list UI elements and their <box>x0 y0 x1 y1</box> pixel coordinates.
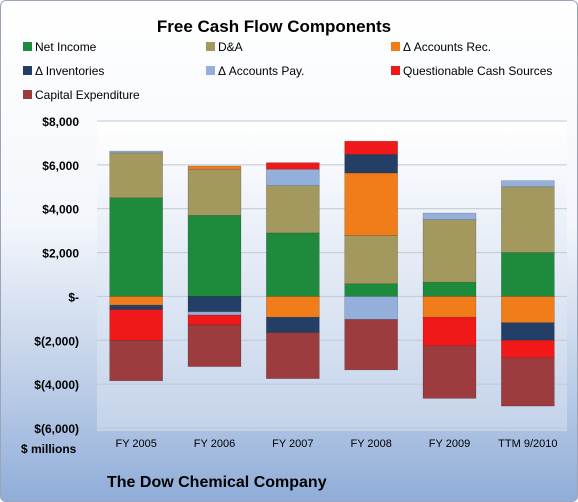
x-category-label: FY 2005 <box>115 438 156 450</box>
legend-label-inventories: Δ Inventories <box>35 64 104 78</box>
legend-swatch-inventories <box>23 66 32 75</box>
bar-accounts-rec-fy-2007 <box>266 296 320 318</box>
chart-title: Free Cash Flow Components <box>157 17 391 36</box>
bar-capital-expenditure-fy-2009 <box>422 345 477 399</box>
legend-label-accounts-pay: Δ Accounts Pay. <box>218 64 305 78</box>
bar-d-a-ttm-9-2010 <box>501 186 555 253</box>
bar-d-a-fy-2006 <box>187 168 242 216</box>
legend: Net Income D&A Δ Accounts Rec. Δ Inventorie… <box>23 40 552 102</box>
y-tick-label: $- <box>68 290 79 304</box>
bar-questionable-cash-sources-fy-2008 <box>344 140 398 155</box>
x-category-label: FY 2007 <box>272 438 313 450</box>
bar-inventories-fy-2005 <box>109 304 163 310</box>
y-tick-label: $4,000 <box>42 203 79 217</box>
legend-swatch-d-a <box>206 42 215 51</box>
bar-net-income-fy-2006 <box>187 214 242 297</box>
bar-accounts-pay-ttm-9-2010 <box>501 180 555 188</box>
bar-accounts-rec-fy-2005 <box>109 296 163 306</box>
bar-d-a-fy-2008 <box>344 235 398 285</box>
bar-capital-expenditure-ttm-9-2010 <box>501 357 555 407</box>
legend-swatch-net-income <box>23 42 32 51</box>
bar-capital-expenditure-fy-2008 <box>344 319 398 371</box>
bar-d-a-fy-2005 <box>109 152 163 199</box>
y-tick-label: $6,000 <box>42 159 79 173</box>
bar-accounts-pay-fy-2007 <box>266 168 320 186</box>
legend-label-net-income: Net Income <box>35 40 97 54</box>
legend-swatch-capital-expenditure <box>23 90 32 99</box>
bar-accounts-rec-fy-2008 <box>344 172 398 236</box>
bar-accounts-rec-fy-2009 <box>422 296 477 318</box>
legend-label-accounts-rec: Δ Accounts Rec. <box>403 40 491 54</box>
bar-questionable-cash-sources-fy-2005 <box>109 309 163 341</box>
bar-accounts-rec-ttm-9-2010 <box>501 296 555 324</box>
bar-questionable-cash-sources-fy-2007 <box>266 162 320 170</box>
x-category-label: FY 2006 <box>194 438 235 450</box>
grid-lines <box>97 120 567 429</box>
bar-inventories-fy-2008 <box>344 154 398 174</box>
bar-questionable-cash-sources-ttm-9-2010 <box>501 339 555 359</box>
y-tick-label: $(6,000) <box>34 422 79 436</box>
y-tick-label: $(4,000) <box>34 378 79 392</box>
bar-inventories-fy-2007 <box>266 316 320 333</box>
bar-accounts-pay-fy-2008 <box>344 296 398 320</box>
legend-label-questionable-cash-sources: Questionable Cash Sources <box>403 64 552 78</box>
bar-accounts-pay-fy-2009 <box>422 212 477 220</box>
legend-swatch-accounts-pay <box>206 66 215 75</box>
bars <box>109 140 555 407</box>
legend-label-d-a: D&A <box>218 40 243 54</box>
legend-label-capital-expenditure: Capital Expenditure <box>35 88 140 102</box>
y-tick-label: $8,000 <box>42 115 79 129</box>
bar-capital-expenditure-fy-2006 <box>187 324 242 367</box>
bar-inventories-fy-2006 <box>187 296 242 313</box>
legend-swatch-questionable-cash-sources <box>391 66 400 75</box>
bar-net-income-ttm-9-2010 <box>501 252 555 297</box>
bar-net-income-fy-2007 <box>266 232 320 297</box>
bar-accounts-rec-fy-2006 <box>187 165 242 170</box>
y-tick-label: $(2,000) <box>34 334 79 348</box>
bar-inventories-ttm-9-2010 <box>501 322 555 341</box>
company-label: The Dow Chemical Company <box>107 474 327 491</box>
bar-questionable-cash-sources-fy-2009 <box>422 316 477 347</box>
legend-swatch-accounts-rec <box>391 42 400 51</box>
bar-questionable-cash-sources-fy-2006 <box>187 314 242 326</box>
bar-d-a-fy-2007 <box>266 185 320 234</box>
y-axis-ticks: $8,000 $6,000 $4,000 $2,000 $- $(2,000) $(4,00… <box>34 115 79 436</box>
bar-net-income-fy-2009 <box>422 281 477 297</box>
bar-net-income-fy-2005 <box>109 197 163 297</box>
bar-d-a-fy-2009 <box>422 219 477 283</box>
x-category-label: FY 2009 <box>429 438 470 450</box>
x-category-label: TTM 9/2010 <box>498 438 557 450</box>
bar-capital-expenditure-fy-2007 <box>266 332 320 379</box>
y-tick-label: $2,000 <box>42 247 79 261</box>
bar-accounts-pay-fy-2005 <box>109 150 163 154</box>
bar-net-income-fy-2008 <box>344 283 398 297</box>
x-category-label: FY 2008 <box>350 438 391 450</box>
bar-capital-expenditure-fy-2005 <box>109 339 163 382</box>
plot-area <box>97 121 567 431</box>
x-axis-categories: FY 2005 FY 2006 FY 2007 FY 2008 FY 2009 TTM 9… <box>115 438 557 450</box>
bar-accounts-pay-fy-2006 <box>187 311 242 316</box>
units-label: $ millions <box>21 442 77 456</box>
